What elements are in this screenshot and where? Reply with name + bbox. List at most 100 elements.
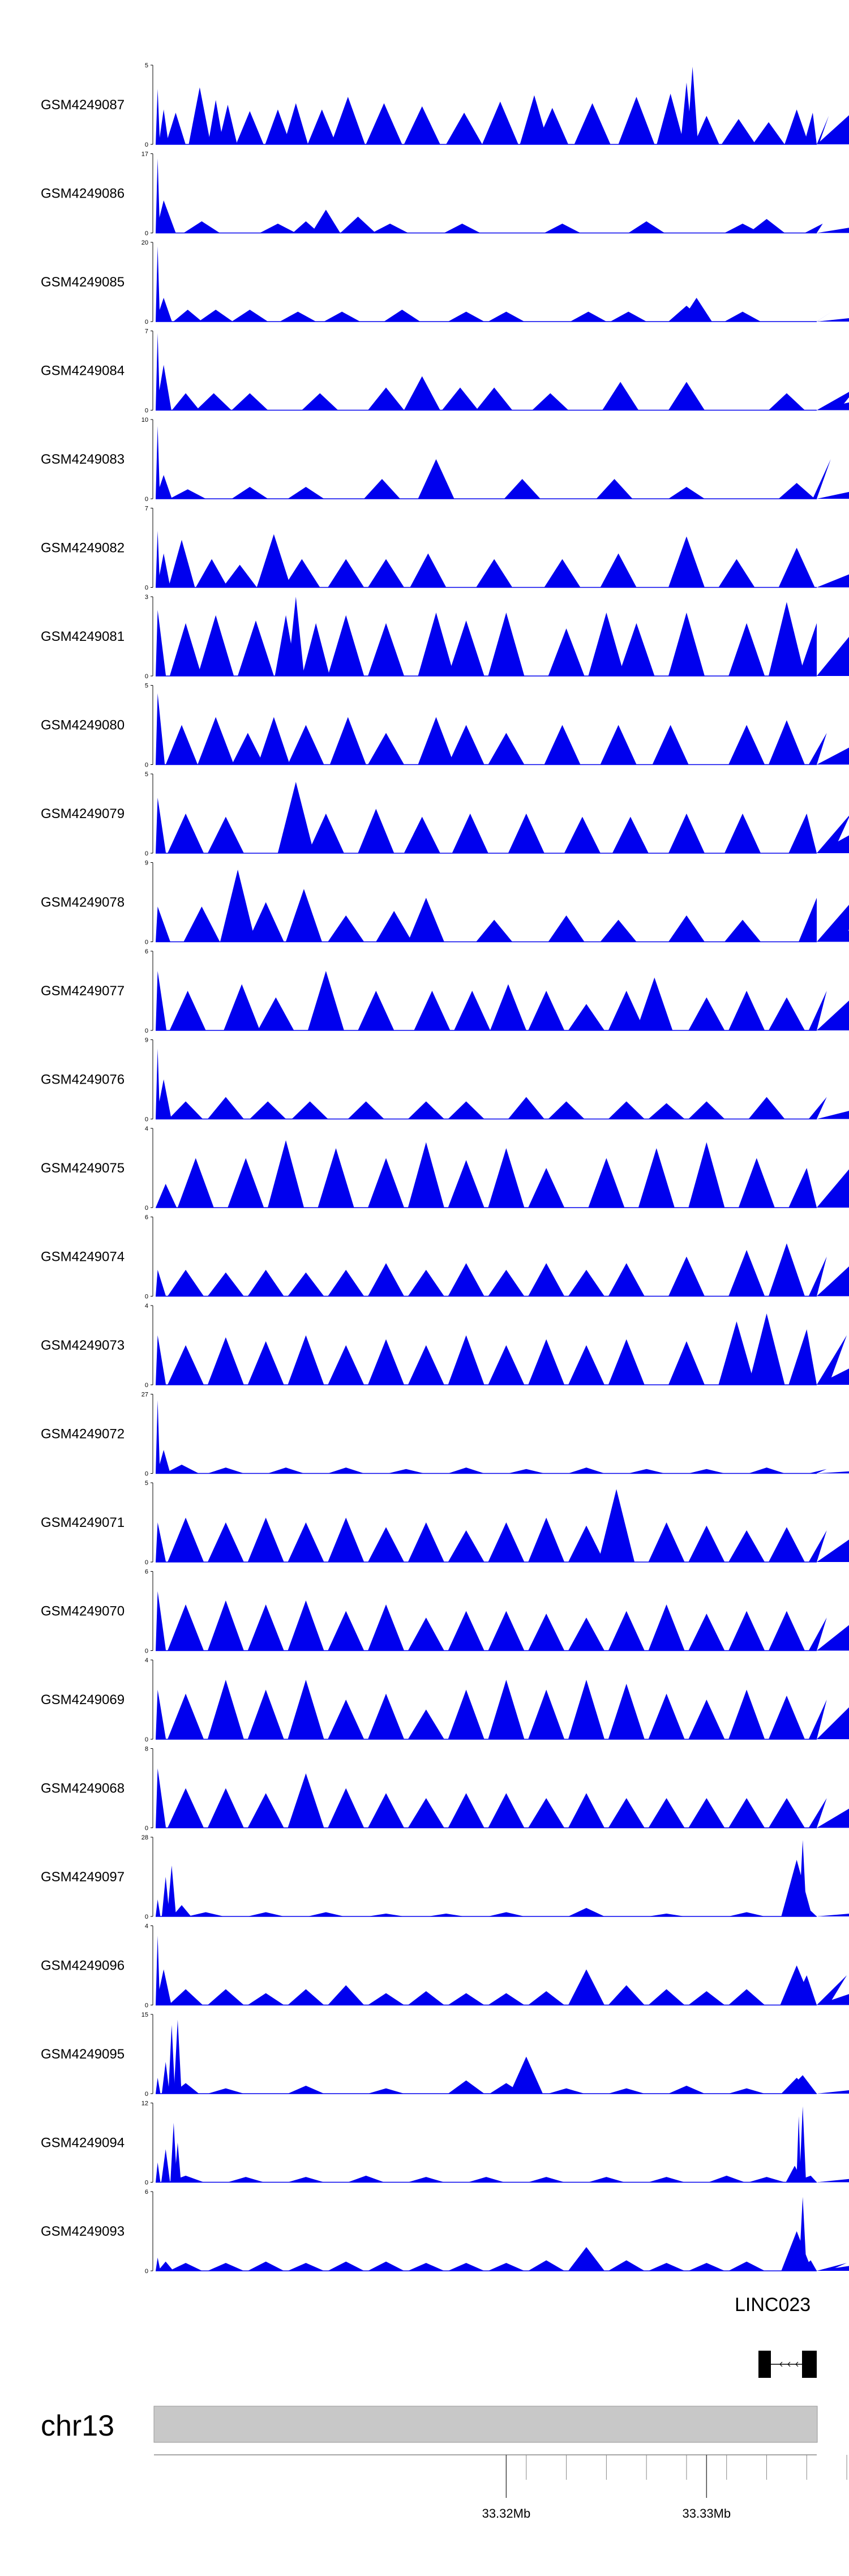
genome-axis: 33.32Mb 33.33Mb — [154, 2454, 847, 2521]
coverage-peak — [548, 628, 585, 676]
coverage-peak — [256, 534, 291, 588]
coverage-peak — [488, 311, 525, 322]
coverage-peak — [799, 2197, 807, 2271]
coverage-peak — [768, 1243, 805, 1296]
coverage-peak — [544, 559, 581, 588]
coverage-peak — [817, 2269, 849, 2271]
coverage-peak — [668, 2086, 705, 2094]
coverage-peak — [358, 991, 395, 1030]
coverage-peak — [174, 2142, 181, 2183]
coverage-peak — [156, 1969, 171, 2005]
track-label: GSM4249068 — [41, 1781, 125, 1796]
coverage-peak — [207, 1680, 244, 1739]
coverage-peak — [171, 393, 200, 410]
coverage-peak — [817, 2093, 849, 2094]
coverage-peak — [668, 487, 705, 499]
coverage-peak — [608, 991, 645, 1030]
coverage-peak — [804, 224, 823, 233]
coverage-peak — [817, 497, 849, 499]
coverage-peak — [808, 1097, 827, 1119]
coverage-peak — [476, 559, 513, 588]
coverage-peak — [793, 2175, 817, 2183]
coverage-peak — [448, 1793, 484, 1828]
coverage-peak — [728, 1250, 765, 1296]
coverage-peak — [368, 559, 405, 588]
coverage-peak — [693, 115, 719, 144]
coverage-peak — [408, 1991, 444, 2005]
y-axis — [151, 153, 153, 233]
coverage-peak — [817, 1732, 849, 1739]
coverage-peak — [408, 1709, 444, 1739]
track-GSM4249083: GSM4249083 10 0 — [41, 417, 849, 503]
coverage-peak — [708, 2175, 745, 2183]
track-GSM4249087: GSM4249087 5 0 — [41, 62, 849, 148]
coverage-peak — [728, 1689, 765, 1739]
coverage-peak — [648, 2177, 685, 2183]
coverage-peak — [808, 1700, 827, 1739]
y-min-label: 0 — [145, 408, 148, 414]
coverage-peak — [156, 475, 172, 499]
coverage-peak — [157, 1450, 170, 1474]
coverage-peak — [231, 487, 268, 499]
coverage-peak — [728, 1989, 765, 2005]
coverage-peak — [368, 733, 405, 765]
coverage-peak — [156, 693, 165, 765]
track-label: GSM4249076 — [41, 1072, 125, 1088]
coverage-peak — [568, 1269, 604, 1296]
coverage-peak — [724, 814, 761, 853]
coverage-peak — [174, 2019, 182, 2094]
coverage-peak — [718, 1321, 755, 1385]
coverage-peak — [528, 1614, 565, 1651]
coverage-peak — [817, 408, 849, 410]
track-GSM4249068: GSM4249068 8 0 — [41, 1746, 849, 1832]
coverage-peak — [368, 2088, 405, 2094]
coverage-peak — [368, 1604, 405, 1651]
coverage-peak — [404, 816, 440, 853]
coverage-peak — [817, 1181, 849, 1208]
coverage-peak — [476, 387, 513, 410]
coverage-peak — [372, 224, 409, 233]
coverage-peak — [288, 1773, 324, 1828]
coverage-peak — [169, 623, 202, 676]
coverage-peak — [668, 613, 705, 676]
coverage-peak — [173, 310, 202, 322]
coverage-peak — [224, 984, 260, 1030]
coverage-peak — [817, 140, 849, 144]
coverage-peak — [172, 1905, 191, 1916]
coverage-peak — [724, 919, 761, 942]
track-GSM4249096: GSM4249096 4 0 — [41, 1923, 849, 2009]
coverage-peak — [528, 1689, 565, 1739]
coverage-peak — [448, 621, 484, 676]
coverage-peak — [600, 725, 637, 765]
coverage-peak — [448, 2080, 484, 2094]
y-max-label: 5 — [145, 771, 148, 778]
coverage-peak — [156, 1591, 166, 1651]
coverage-peak — [247, 1912, 284, 1916]
y-min-label: 0 — [145, 939, 148, 946]
coverage-peak — [156, 2078, 161, 2094]
track-GSM4249095: GSM4249095 15 0 — [41, 2012, 849, 2098]
coverage-peak — [784, 2075, 817, 2094]
coverage-peak — [231, 310, 268, 322]
coverage-peak — [488, 1611, 525, 1651]
coverage-peak — [172, 2083, 199, 2094]
coverage-peak — [328, 915, 365, 942]
coverage-peak — [388, 1469, 424, 1474]
y-axis — [151, 2103, 153, 2183]
y-axis — [151, 1482, 153, 1563]
coverage-peak — [368, 1158, 405, 1208]
track-label: GSM4249086 — [41, 186, 125, 202]
coverage-peak — [368, 1263, 405, 1296]
coverage-peak — [366, 103, 402, 144]
coverage-peak — [608, 1985, 645, 2005]
y-max-label: 5 — [145, 62, 148, 69]
coverage-peak — [688, 1798, 725, 1828]
track-label: GSM4249077 — [41, 983, 125, 999]
y-max-label: 5 — [145, 683, 148, 690]
coverage-peak — [648, 1522, 685, 1562]
coverage-peak — [602, 382, 639, 410]
coverage-peak — [328, 2261, 365, 2271]
coverage-peak — [168, 1345, 204, 1385]
y-max-label: 8 — [145, 1746, 148, 1753]
coverage-peak — [156, 365, 171, 410]
